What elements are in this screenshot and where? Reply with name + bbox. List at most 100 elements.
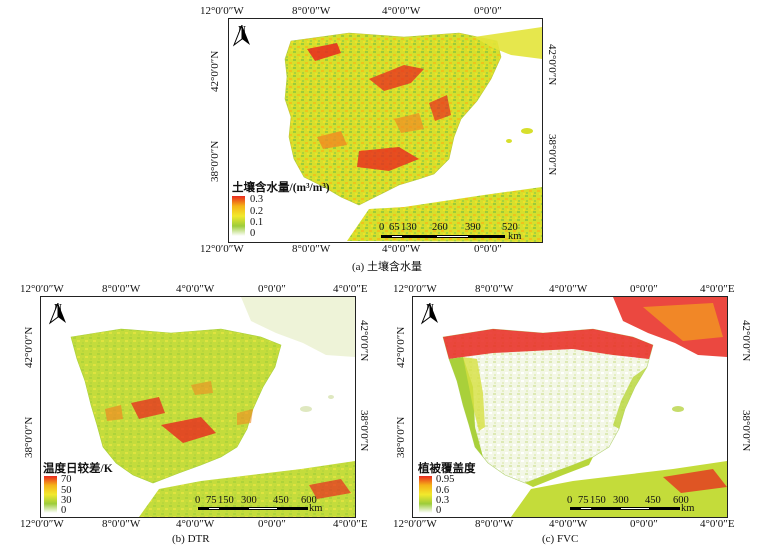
scale-label: 130 xyxy=(401,222,417,233)
legend-title: 植被覆盖度 xyxy=(418,463,476,475)
caption: (a) 土壤含水量 xyxy=(352,261,422,273)
scale-label: 0 xyxy=(379,222,385,233)
lon-label: 8°0′0″W xyxy=(475,283,514,295)
lat-label: 38°0′0″N xyxy=(23,416,35,458)
legend-tick: 0.1 xyxy=(250,217,264,228)
soil-moisture-map xyxy=(284,27,542,242)
scale-label: 75 xyxy=(206,495,217,506)
lat-label: 42°0′0″N xyxy=(23,326,35,368)
legend-color-bar xyxy=(419,476,432,513)
legend-title: 温度日较差/K xyxy=(43,463,113,475)
scale-segment xyxy=(381,235,391,238)
legend-title: 土壤含水量/(m³/m³) xyxy=(232,182,330,194)
lon-label: 4°0′0″W xyxy=(549,283,588,295)
lon-label: 8°0′0″W xyxy=(292,243,331,255)
scale-label: 600 xyxy=(673,495,689,506)
scale-label: 75 xyxy=(578,495,589,506)
fvc-map xyxy=(442,297,727,517)
scale-label: 600 xyxy=(301,495,317,506)
lat-label: 42°0′0″N xyxy=(546,44,558,86)
scale-label: 390 xyxy=(465,222,481,233)
lon-label: 12°0′0″W xyxy=(200,5,244,17)
lat-label: 38°0′0″N xyxy=(546,134,558,176)
map-frame-dtr: N 温度日较差/K 70 50 30 0 0 75 150 300 450 60… xyxy=(40,296,356,518)
legend-tick: 0.2 xyxy=(250,206,264,217)
lon-label: 12°0′0″W xyxy=(393,283,437,295)
legend-tick: 0 xyxy=(436,505,442,516)
scale-segment xyxy=(198,507,208,510)
scale-label: 150 xyxy=(218,495,234,506)
legend-tick: 0.6 xyxy=(436,485,450,496)
lon-label: 12°0′0″W xyxy=(20,518,64,530)
scale-label: 65 xyxy=(389,222,400,233)
legend-tick: 0 xyxy=(61,505,67,516)
scale-label: 0 xyxy=(195,495,201,506)
lon-label: 8°0′0″W xyxy=(475,518,514,530)
scale-label: 520 xyxy=(502,222,518,233)
legend-tick: 0.95 xyxy=(436,474,455,485)
legend: 植被覆盖度 0.95 0.6 0.3 0 xyxy=(418,460,476,516)
legend-tick: 0.3 xyxy=(436,495,450,506)
scale-segment xyxy=(592,507,620,510)
scale-label: 260 xyxy=(432,222,448,233)
lon-label: 0°0′0″ xyxy=(258,518,286,530)
legend-color-bar xyxy=(232,196,245,236)
lat-label: 38°0′0″N xyxy=(358,410,370,452)
scale-segment xyxy=(570,507,580,510)
scale-segment xyxy=(469,235,505,238)
north-arrow-icon xyxy=(48,303,66,325)
scale-segment xyxy=(580,507,592,510)
legend: 土壤含水量/(m³/m³) 0.3 0.2 0.1 0 xyxy=(232,179,330,239)
map-frame-soil-moisture: N 土壤含水量/(m³/m³) 0.3 0.2 0.1 0 0 65 130 2… xyxy=(228,18,543,243)
lon-label: 0°0′0″ xyxy=(258,283,286,295)
dtr-map xyxy=(70,297,355,517)
lon-label: 8°0′0″W xyxy=(292,5,331,17)
lon-label: 4°0′0″E xyxy=(700,518,735,530)
lat-label: 42°0′0″N xyxy=(395,326,407,368)
scale-segment xyxy=(391,235,403,238)
north-arrow: N xyxy=(232,25,252,47)
lon-label: 4°0′0″W xyxy=(176,518,215,530)
lat-label: 38°0′0″N xyxy=(209,140,221,182)
lat-label: 42°0′0″N xyxy=(740,320,752,362)
lon-label: 4°0′0″W xyxy=(176,283,215,295)
lon-label: 12°0′0″W xyxy=(20,283,64,295)
lat-label: 42°0′0″N xyxy=(358,320,370,362)
scale-segment xyxy=(403,235,436,238)
lon-label: 0°0′0″ xyxy=(474,5,502,17)
lon-label: 4°0′0″W xyxy=(382,5,421,17)
lon-label: 4°0′0″E xyxy=(333,518,368,530)
lon-label: 0°0′0″ xyxy=(474,243,502,255)
scale-segment xyxy=(220,507,248,510)
scale-segment xyxy=(248,507,278,510)
lon-label: 4°0′0″W xyxy=(382,243,421,255)
north-arrow: N xyxy=(48,303,68,325)
lat-label: 38°0′0″N xyxy=(395,416,407,458)
scale-label: 450 xyxy=(645,495,661,506)
scale-segment xyxy=(650,507,680,510)
legend-tick: 50 xyxy=(61,485,72,496)
scale-segment xyxy=(436,235,469,238)
lon-label: 4°0′0″E xyxy=(333,283,368,295)
legend-tick: 70 xyxy=(61,474,72,485)
scale-label: 450 xyxy=(273,495,289,506)
scale-segment xyxy=(620,507,650,510)
scale-label: 150 xyxy=(590,495,606,506)
north-arrow-icon xyxy=(232,25,250,47)
legend: 温度日较差/K 70 50 30 0 xyxy=(43,460,113,516)
scale-unit: km xyxy=(681,503,695,514)
lat-label: 38°0′0″N xyxy=(740,410,752,452)
legend-color-bar xyxy=(44,476,57,513)
scale-segment xyxy=(208,507,220,510)
lat-label: 42°0′0″N xyxy=(209,50,221,92)
scale-unit: km xyxy=(508,231,522,242)
lon-label: 12°0′0″W xyxy=(200,243,244,255)
lon-label: 4°0′0″W xyxy=(549,518,588,530)
north-arrow-icon xyxy=(420,303,438,325)
legend-tick: 0.3 xyxy=(250,194,264,205)
lon-label: 8°0′0″W xyxy=(102,518,141,530)
legend-tick: 0 xyxy=(250,228,256,239)
scale-label: 300 xyxy=(613,495,629,506)
lon-label: 4°0′0″E xyxy=(700,283,735,295)
north-arrow: N xyxy=(420,303,440,325)
